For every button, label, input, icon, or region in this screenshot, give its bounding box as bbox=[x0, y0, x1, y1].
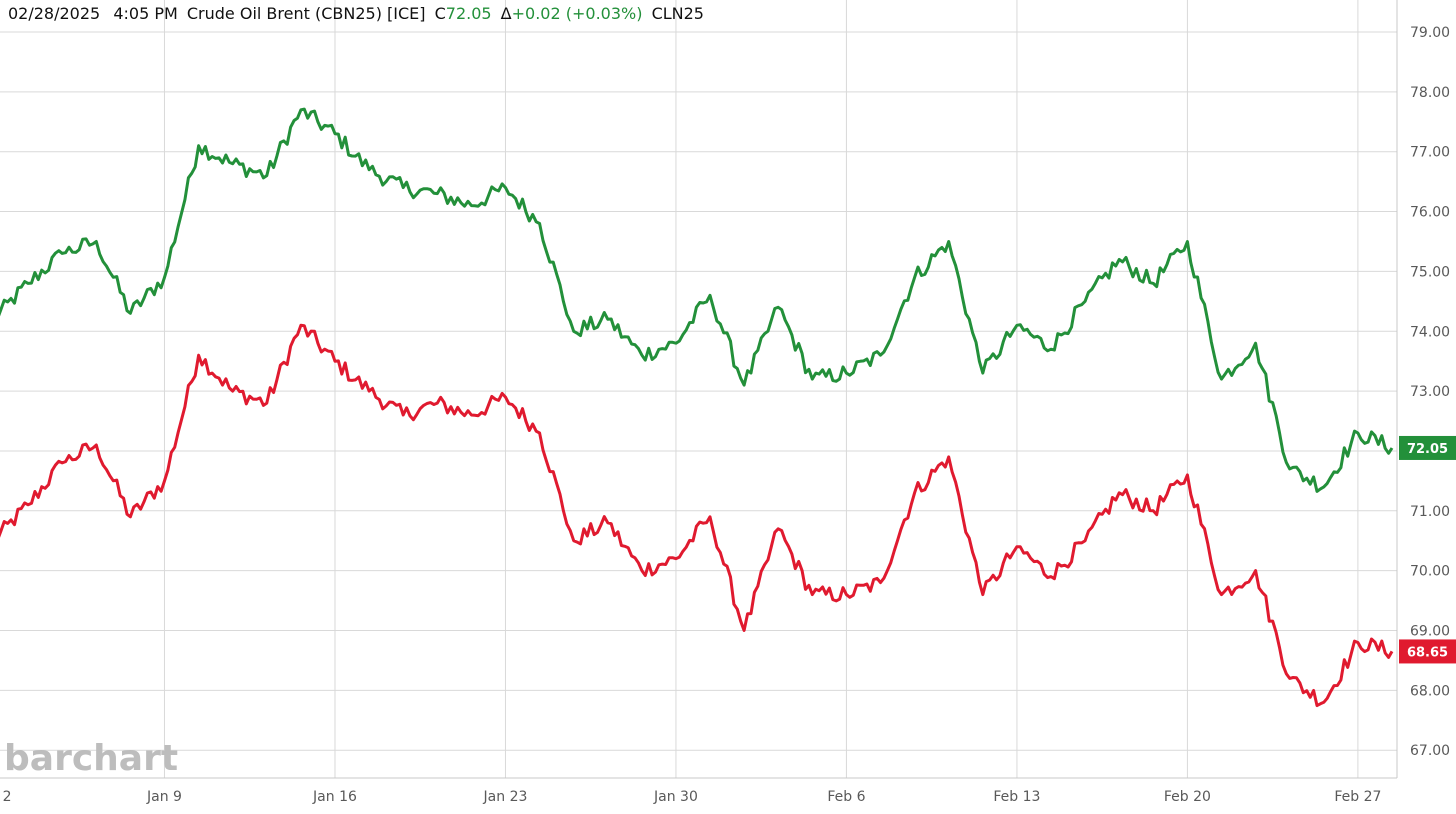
last-value-label: 68.65 bbox=[1407, 645, 1448, 660]
header-close-prefix: C bbox=[435, 4, 446, 23]
grid-lines bbox=[0, 0, 1397, 778]
header-change-value: +0.02 (+0.03%) bbox=[512, 4, 643, 23]
x-tick-label: Feb 13 bbox=[993, 789, 1040, 805]
last-value-badges: 72.05 68.65 bbox=[1399, 435, 1456, 664]
y-tick-label: 71.00 bbox=[1410, 504, 1450, 520]
header-compare-symbol: CLN25 bbox=[652, 4, 704, 23]
barchart-watermark: barchart bbox=[4, 738, 178, 779]
y-tick-label: 79.00 bbox=[1410, 25, 1450, 41]
last-value-label: 72.05 bbox=[1407, 442, 1448, 457]
last-value-badge bbox=[1399, 435, 1456, 460]
series-line-cln25 bbox=[0, 323, 1394, 708]
header-date: 02/28/2025 bbox=[8, 4, 100, 23]
y-tick-label: 68.00 bbox=[1410, 683, 1450, 699]
last-value-badge bbox=[1399, 639, 1456, 664]
series-line-cbn25 bbox=[0, 107, 1394, 493]
x-tick-label: Feb 6 bbox=[827, 789, 865, 805]
y-tick-label: 78.00 bbox=[1410, 85, 1450, 101]
header-change-prefix: Δ bbox=[501, 4, 512, 23]
x-tick-label: Jan 16 bbox=[312, 789, 357, 805]
x-tick-label: Feb 27 bbox=[1334, 789, 1381, 805]
x-tick-label: Jan 23 bbox=[483, 789, 528, 805]
x-tick-label: Jan 9 bbox=[146, 789, 182, 805]
x-tick-label: Feb 20 bbox=[1164, 789, 1211, 805]
header-instrument: Crude Oil Brent (CBN25) [ICE] bbox=[187, 4, 426, 23]
x-tick-label: Jan 2 bbox=[0, 789, 11, 805]
header-close-value: 72.05 bbox=[446, 4, 492, 23]
y-tick-label: 69.00 bbox=[1410, 624, 1450, 640]
y-tick-label: 67.00 bbox=[1410, 743, 1450, 759]
series-lines bbox=[0, 107, 1394, 708]
chart-header: 02/28/2025 4:05 PM Crude Oil Brent (CBN2… bbox=[8, 4, 704, 23]
y-tick-label: 76.00 bbox=[1410, 205, 1450, 221]
header-time: 4:05 PM bbox=[113, 4, 177, 23]
y-tick-label: 75.00 bbox=[1410, 264, 1450, 280]
x-tick-label: Jan 30 bbox=[653, 789, 698, 805]
y-tick-label: 74.00 bbox=[1410, 324, 1450, 340]
y-tick-label: 77.00 bbox=[1410, 145, 1450, 161]
y-tick-label: 70.00 bbox=[1410, 564, 1450, 580]
y-tick-label: 73.00 bbox=[1410, 384, 1450, 400]
